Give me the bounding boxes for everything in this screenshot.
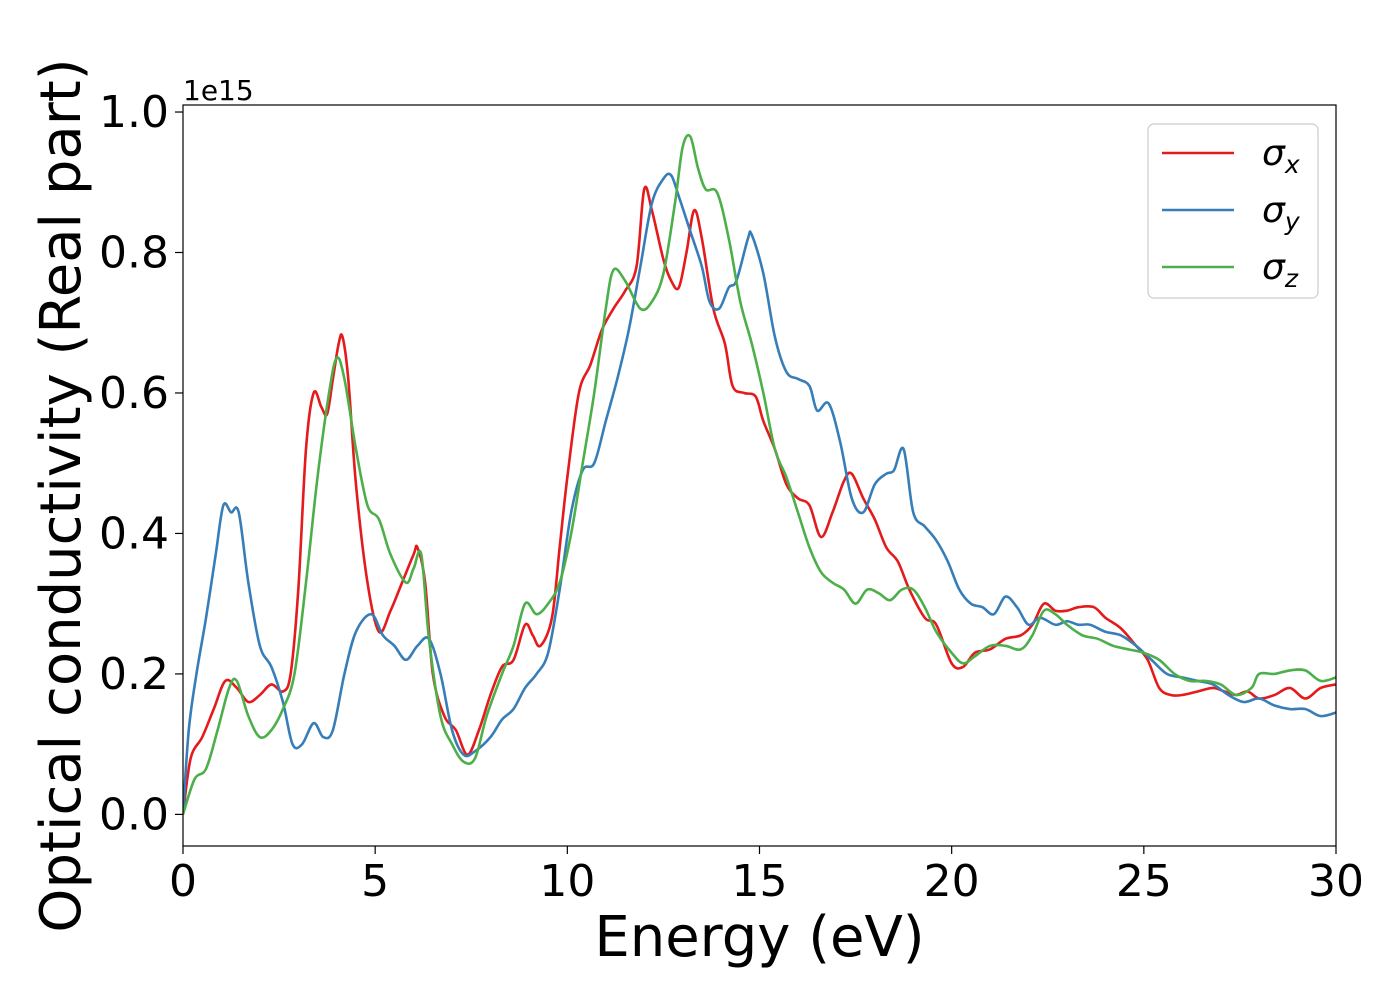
x-tick-label: 0 <box>169 856 197 907</box>
legend-label-z: σz <box>1262 247 1299 293</box>
x-tick-label: 20 <box>924 856 980 907</box>
y-axis: 0.0 0.2 0.4 0.6 0.8 1.0 <box>99 87 183 840</box>
x-tick-label: 25 <box>1116 856 1172 907</box>
y-offset-label: 1e15 <box>183 74 254 107</box>
y-tick-label: 0.0 <box>99 789 169 840</box>
legend: σx σy σz <box>1147 123 1319 299</box>
x-tick-label: 15 <box>732 856 788 907</box>
legend-label-y: σy <box>1262 190 1301 236</box>
legend-label-x: σx <box>1262 133 1300 179</box>
y-tick-label: 0.6 <box>99 368 169 419</box>
series-line-x <box>183 185 1336 815</box>
y-tick-label: 0.2 <box>99 649 169 700</box>
y-tick-label: 0.4 <box>99 508 169 559</box>
y-tick-label: 0.8 <box>99 227 169 278</box>
x-axis: 0 5 10 15 20 25 30 <box>169 846 1364 907</box>
x-axis-label: Energy (eV) <box>594 905 924 970</box>
series-line-z <box>183 133 1336 815</box>
x-tick-label: 10 <box>539 856 595 907</box>
x-tick-label: 30 <box>1308 856 1364 907</box>
y-axis-label: Optical conductivity (Real part) <box>29 58 94 932</box>
series-layer <box>183 133 1336 815</box>
x-tick-label: 5 <box>361 856 389 907</box>
series-line-y <box>183 172 1336 815</box>
y-tick-label: 1.0 <box>99 87 169 138</box>
